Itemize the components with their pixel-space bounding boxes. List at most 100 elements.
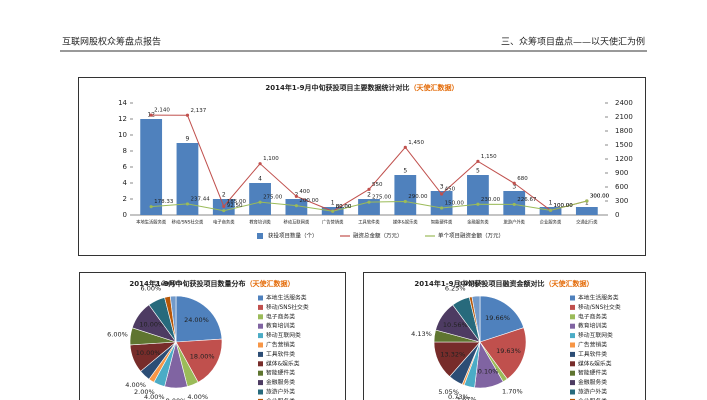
bar — [467, 175, 489, 215]
legend-swatch — [258, 361, 263, 367]
pie-value-label: 13.32% — [440, 350, 465, 358]
line-value-label: 1,150 — [481, 154, 497, 160]
y-tick-label: 0 — [123, 211, 127, 219]
legend-label: 媒体&娱乐类 — [266, 359, 300, 367]
pie-value-label: 1.70% — [502, 387, 523, 395]
pie-value-label: 0.73% — [448, 393, 469, 400]
line-value-label: 178.33 — [154, 199, 174, 205]
title-text: 2014年1-9月中旬获投项目融资金额对比 — [414, 279, 544, 288]
x-tick-label: 广告营销类 — [322, 219, 344, 226]
y-tick-label: 12 — [118, 115, 127, 123]
legend-swatch — [570, 389, 575, 395]
line-value-label: 275.00 — [263, 195, 283, 201]
bar — [176, 143, 199, 215]
legend-label: 工具软件类 — [266, 350, 295, 358]
pie-value-label: 6.00% — [107, 331, 128, 339]
line-value-label: 300.00 — [590, 194, 610, 200]
legend-label: 旅游户外类 — [266, 388, 295, 396]
pie-value-label: 19.63% — [496, 347, 521, 355]
line-value-label: 150.00 — [445, 201, 465, 207]
pie-slice — [169, 295, 177, 343]
legend-label: 媒体&娱乐类 — [578, 359, 612, 367]
line-marker — [185, 113, 190, 117]
line-value-label: 185.00 — [227, 199, 247, 205]
y2-tick-label: 300 — [615, 197, 628, 205]
pie-value-label: 10.10% — [474, 367, 499, 375]
legend-label: 本地生活服务类 — [578, 294, 619, 302]
x-tick-label: 电子商务类 — [213, 219, 235, 226]
legend-swatch — [258, 380, 263, 386]
line-marker — [548, 208, 553, 212]
x-tick-label: 移动互联网类 — [283, 219, 309, 226]
line-marker — [222, 209, 226, 213]
line-value-label: 80.00 — [336, 204, 352, 210]
line-marker — [258, 200, 262, 204]
line-marker — [367, 187, 371, 191]
line-value-label: 237.44 — [190, 196, 210, 202]
pie-slice — [471, 295, 481, 343]
legend-label: 本地生活服务类 — [266, 294, 307, 302]
bar-value-label: 1 — [585, 200, 589, 207]
title-source: （天使汇数据） — [545, 279, 594, 288]
legend-label: 工具软件类 — [578, 350, 607, 358]
legend-label: 移动/SNS社交类 — [578, 303, 621, 311]
line-value-label: 450 — [445, 187, 456, 193]
line-marker — [258, 162, 262, 166]
pie-value-label: 10.00% — [139, 320, 164, 328]
legend-label: 移动互联网类 — [266, 331, 301, 339]
bar-value-label: 2 — [222, 192, 226, 199]
y-tick-label: 2 — [123, 195, 127, 203]
line-marker — [403, 199, 407, 204]
line-marker — [440, 206, 444, 210]
legend-label: 单个项目融资金额（万元） — [438, 232, 504, 240]
legend-label: 金融服务类 — [266, 378, 295, 386]
y2-tick-label: 600 — [615, 183, 628, 191]
line-value-label: 100.00 — [554, 203, 574, 209]
line-value-label: 2,137 — [190, 108, 206, 114]
pie-value-label: 5.05% — [438, 388, 459, 396]
header-right: 三、众筹项目盘点——以天使汇为例 — [501, 36, 645, 48]
bar-value-label: 1 — [549, 200, 553, 207]
pie-slice — [175, 338, 223, 383]
x-tick-label: 本地生活服务类 — [136, 219, 167, 226]
pie-value-label: 6.00% — [141, 285, 162, 293]
y2-tick-label: 1500 — [615, 141, 633, 149]
pie-value-label: 4.00% — [187, 393, 208, 400]
bar — [575, 207, 598, 215]
y-tick-label: 14 — [118, 99, 127, 107]
pie-value-label: 2.00% — [155, 280, 176, 288]
x-tick-label: 企业服务类 — [540, 219, 562, 226]
line-value-label: 400 — [299, 189, 310, 195]
line-marker — [512, 202, 516, 207]
line-marker — [440, 192, 444, 196]
legend-label: 广告营销类 — [578, 341, 607, 349]
pie-value-label: 10.00% — [136, 349, 161, 357]
pie-slice — [175, 295, 223, 343]
pie-value-label: 2.76% — [464, 279, 485, 287]
legend-swatch — [570, 295, 575, 301]
line-value-label: 300.00 — [590, 194, 610, 200]
bar-value-label: 4 — [258, 176, 262, 183]
legend-swatch — [570, 370, 575, 376]
pie-slice — [479, 327, 527, 380]
pie-value-label: 24.00% — [184, 316, 209, 324]
pie-value-label: 0.92% — [458, 280, 479, 288]
line-marker — [185, 202, 190, 206]
bar — [358, 199, 380, 215]
pie-value-label: 10.56% — [443, 321, 468, 329]
pie-value-label: 4.00% — [144, 393, 165, 400]
title-text: 2014年1-9月中旬获投项目主要数据统计对比 — [265, 83, 409, 92]
line-value-label: 1,100 — [263, 156, 279, 162]
line-value-label: 80.00 — [336, 204, 352, 210]
legend-label: 获投项目数量（个） — [268, 232, 318, 240]
legend-label: 电子商务类 — [266, 312, 295, 320]
legend-label: 移动/SNS社交类 — [266, 303, 309, 311]
legend-swatch — [570, 342, 575, 348]
pie-slice — [479, 295, 525, 343]
y2-tick-label: 2100 — [615, 113, 633, 121]
bar-value-label: 5 — [403, 168, 407, 175]
legend-swatch — [258, 314, 263, 320]
bar — [140, 119, 163, 215]
